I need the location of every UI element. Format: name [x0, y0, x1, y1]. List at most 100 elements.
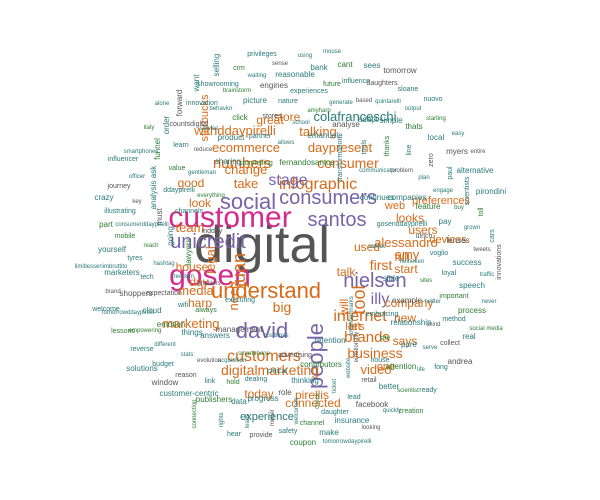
- cloud-word-small: allows: [278, 140, 295, 146]
- cloud-word-small: continues: [360, 193, 394, 202]
- cloud-word-small: serve: [423, 345, 438, 351]
- cloud-word-small: daughters: [366, 80, 398, 87]
- cloud-word-small: product: [218, 133, 245, 142]
- cloud-word: users: [408, 223, 437, 237]
- cloud-word: need: [226, 282, 241, 311]
- cloud-word-small: consumerddaypirelli: [115, 222, 168, 228]
- cloud-word-small: transformation: [337, 137, 344, 182]
- cloud-word-small: stores: [262, 113, 282, 120]
- cloud-word-small: emotion: [157, 320, 185, 329]
- cloud-word-small: mouse: [323, 49, 342, 55]
- cloud-word-small: learn: [173, 142, 189, 149]
- cloud-word-small: life: [417, 367, 425, 373]
- cloud-word: looks: [396, 211, 424, 225]
- cloud-word-small: sloane: [398, 86, 419, 93]
- cloud-word-small: waiting: [247, 73, 267, 79]
- cloud-word-small: stats: [181, 352, 194, 358]
- cloud-word-small: ulrich: [416, 233, 433, 240]
- cloud-word-small: critical: [267, 368, 287, 375]
- cloud-word-small: engage: [433, 188, 454, 194]
- cloud-word: connected: [285, 396, 340, 410]
- cloud-word-small: entire: [470, 149, 486, 155]
- cloud-word: ecommerce: [212, 140, 280, 155]
- cloud-word: consumers: [279, 187, 377, 209]
- cloud-word-small: different: [154, 342, 176, 348]
- cloud-word-small: behavior: [209, 106, 232, 112]
- cloud-word-small: welcome: [91, 306, 120, 313]
- cloud-word-small: myers: [446, 147, 468, 156]
- cloud-word-small: connection: [192, 399, 198, 428]
- cloud-word-small: key: [132, 199, 141, 205]
- cloud-word: starbucks: [199, 94, 211, 142]
- cloud-word-small: empowering: [129, 328, 162, 334]
- cloud-word-small: collect: [440, 340, 460, 347]
- cloud-word-small: gosenddaypirelli: [377, 221, 428, 228]
- cloud-word-small: thinking: [291, 376, 319, 385]
- cloud-word-small: hold: [226, 379, 239, 386]
- cloud-word-small: lead: [347, 394, 360, 401]
- cloud-word-small: paul: [447, 166, 454, 180]
- cloud-word-small: ask: [149, 165, 158, 178]
- cloud-word-small: amyharp: [307, 108, 331, 114]
- cloud-word-small: relationship: [391, 318, 432, 327]
- cloud-word-small: important: [439, 293, 468, 300]
- cloud-word-small: hear: [227, 431, 242, 438]
- cloud-word-small: adapt: [358, 115, 379, 124]
- cloud-word-small: journey: [107, 183, 131, 190]
- cloud-word-small: tomorrowddaypirelli: [102, 310, 154, 316]
- cloud-word-small: countsdigital: [170, 121, 209, 128]
- cloud-word-small: looking: [361, 425, 380, 431]
- cloud-word: will: [337, 299, 351, 317]
- cloud-word-small: future: [323, 81, 341, 88]
- cloud-word-small: using: [298, 53, 312, 59]
- cloud-word-small: amyharpmarks: [349, 296, 355, 336]
- cloud-word: full: [394, 250, 409, 264]
- cloud-word: digitalmarketing: [221, 362, 319, 378]
- cloud-word-small: marketers: [104, 268, 140, 277]
- cloud-word-small: storytelling: [239, 160, 273, 167]
- cloud-word: let's: [345, 321, 365, 333]
- cloud-word-small: embracing: [366, 311, 399, 318]
- cloud-word: amy: [395, 247, 420, 262]
- cloud-word-small: privileges: [247, 51, 277, 58]
- cloud-word-small: creation: [399, 408, 424, 415]
- cloud-word: withddaypirelli: [193, 123, 276, 138]
- cloud-word-small: pirondini: [476, 187, 506, 196]
- cloud-word-small: freedom: [172, 274, 194, 280]
- cloud-word-small: crm: [233, 65, 245, 72]
- cloud-word-small: reason: [175, 372, 197, 379]
- cloud-word-small: scientists: [464, 176, 471, 205]
- cloud-word-small: solutions: [126, 364, 158, 373]
- cloud-word-small: sees: [364, 61, 381, 70]
- cloud-word-small: channels: [175, 208, 204, 215]
- cloud-word-small: brand: [105, 289, 120, 295]
- cloud-word-small: crazy: [94, 193, 113, 202]
- cloud-word-small: want: [192, 74, 201, 93]
- cloud-word-small: officer: [129, 174, 145, 180]
- cloud-word-small: retention: [314, 336, 345, 345]
- cloud-word-small: simple: [379, 116, 403, 125]
- cloud-word-small: selling: [212, 54, 221, 77]
- cloud-word-small: mobile: [115, 233, 136, 240]
- cloud-word-small: retail: [361, 377, 377, 384]
- cloud-word-small: grown: [464, 225, 480, 231]
- cloud-word: preferences: [412, 195, 471, 207]
- cloud-word: internet: [333, 308, 387, 325]
- cloud-word-small: coupon: [290, 438, 316, 447]
- cloud-word-small: analyse: [332, 120, 360, 129]
- cloud-word-small: real: [462, 332, 476, 341]
- cloud-word: illy: [371, 291, 390, 308]
- cloud-word: day: [189, 275, 208, 289]
- cloud-word-small: sharing: [215, 157, 241, 166]
- cloud-word-small: sense: [272, 61, 289, 67]
- cloud-word-small: partner: [249, 133, 272, 140]
- cloud-word-small: safety: [279, 428, 298, 435]
- cloud-word-small: acquisition: [218, 358, 246, 364]
- cloud-word-small: nature: [278, 98, 298, 105]
- cloud-word-small: channel: [300, 420, 325, 427]
- cloud-word-small: voglio: [430, 250, 448, 257]
- cloud-word-small: executing: [225, 297, 255, 304]
- cloud-word-small: alternative: [457, 166, 494, 175]
- cloud-word-small: customer-centric: [159, 389, 218, 398]
- cloud-word-small: everything: [197, 193, 225, 199]
